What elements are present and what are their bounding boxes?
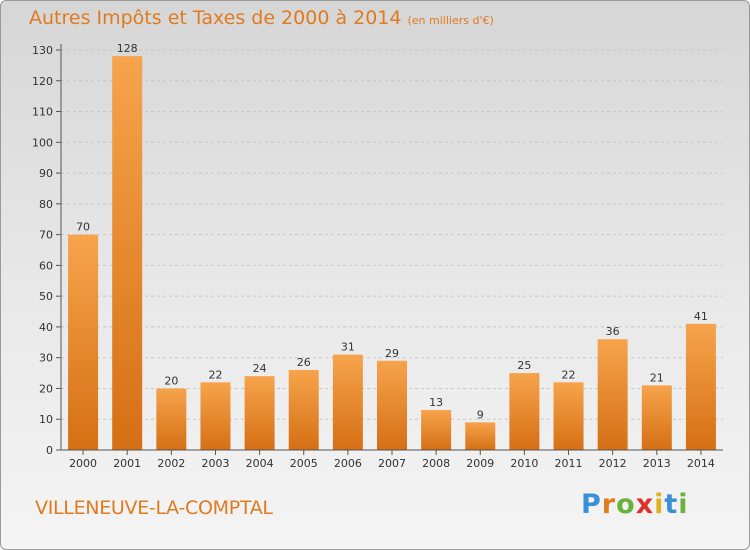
y-tick-label: 40 bbox=[39, 321, 53, 334]
y-tick-label: 110 bbox=[32, 106, 53, 119]
bar-value-label: 128 bbox=[117, 42, 138, 55]
bar-value-label: 21 bbox=[650, 371, 664, 384]
y-tick-label: 130 bbox=[32, 44, 53, 57]
y-tick-label: 0 bbox=[46, 444, 53, 457]
logo-letter: t bbox=[664, 489, 679, 520]
bar-value-label: 70 bbox=[76, 221, 90, 234]
x-tick-label: 2001 bbox=[113, 457, 141, 470]
bar-value-label: 25 bbox=[517, 359, 531, 372]
bar bbox=[288, 370, 319, 450]
chart-subtitle: (en milliers d'€) bbox=[407, 14, 494, 27]
bar-value-label: 22 bbox=[208, 368, 222, 381]
bar-value-label: 9 bbox=[477, 408, 484, 421]
chart-title: Autres Impôts et Taxes de 2000 à 2014 bbox=[29, 7, 402, 29]
chart-title-row: Autres Impôts et Taxes de 2000 à 2014 (en… bbox=[29, 7, 494, 29]
logo-letter: o bbox=[616, 489, 636, 520]
x-tick-label: 2012 bbox=[599, 457, 627, 470]
bar bbox=[332, 354, 363, 450]
bar bbox=[112, 56, 143, 451]
x-tick-label: 2007 bbox=[378, 457, 406, 470]
y-tick-label: 50 bbox=[39, 290, 53, 303]
y-tick-label: 70 bbox=[39, 229, 53, 242]
bar bbox=[68, 234, 99, 450]
bar bbox=[641, 385, 672, 450]
bar-value-label: 22 bbox=[562, 368, 576, 381]
x-tick-label: 2010 bbox=[510, 457, 538, 470]
y-tick-label: 120 bbox=[32, 75, 53, 88]
y-tick-label: 80 bbox=[39, 198, 53, 211]
bar bbox=[156, 388, 187, 450]
bar-value-label: 31 bbox=[341, 341, 355, 354]
logo-letter: P bbox=[581, 489, 602, 520]
bar-value-label: 29 bbox=[385, 347, 399, 360]
bar bbox=[465, 422, 496, 450]
x-tick-label: 2006 bbox=[334, 457, 362, 470]
y-tick-label: 90 bbox=[39, 167, 53, 180]
logo-letter: r bbox=[601, 489, 617, 520]
bar bbox=[200, 382, 231, 450]
bar bbox=[377, 360, 407, 450]
bar-value-label: 26 bbox=[297, 356, 311, 369]
x-tick-label: 2011 bbox=[555, 457, 583, 470]
x-tick-label: 2008 bbox=[422, 457, 450, 470]
x-tick-label: 2002 bbox=[157, 457, 185, 470]
y-tick-label: 30 bbox=[39, 352, 53, 365]
y-tick-label: 20 bbox=[39, 382, 53, 395]
bar bbox=[553, 382, 584, 450]
commune-name: VILLENEUVE-LA-COMPTAL bbox=[35, 497, 273, 519]
x-tick-label: 2004 bbox=[246, 457, 274, 470]
logo-letter: i bbox=[678, 489, 689, 520]
x-tick-label: 2005 bbox=[290, 457, 318, 470]
bar-value-label: 41 bbox=[694, 310, 708, 323]
bar bbox=[597, 339, 628, 450]
y-tick-label: 10 bbox=[39, 413, 53, 426]
logo-letter: i bbox=[654, 489, 665, 520]
y-tick-label: 100 bbox=[32, 136, 53, 149]
x-tick-label: 2003 bbox=[201, 457, 229, 470]
bar-value-label: 13 bbox=[429, 396, 443, 409]
bar-value-label: 24 bbox=[253, 362, 267, 375]
y-tick-label: 60 bbox=[39, 259, 53, 272]
bar bbox=[244, 376, 275, 450]
proxiti-logo: Proxiti bbox=[581, 489, 689, 520]
x-tick-label: 2009 bbox=[466, 457, 494, 470]
x-tick-label: 2013 bbox=[643, 457, 671, 470]
bar bbox=[421, 410, 452, 450]
x-tick-label: 2000 bbox=[69, 457, 97, 470]
x-tick-label: 2014 bbox=[687, 457, 715, 470]
bar-value-label: 36 bbox=[606, 325, 620, 338]
bar-value-label: 20 bbox=[164, 374, 178, 387]
bar bbox=[509, 373, 540, 450]
bar bbox=[685, 323, 716, 450]
logo-letter: x bbox=[635, 489, 655, 520]
